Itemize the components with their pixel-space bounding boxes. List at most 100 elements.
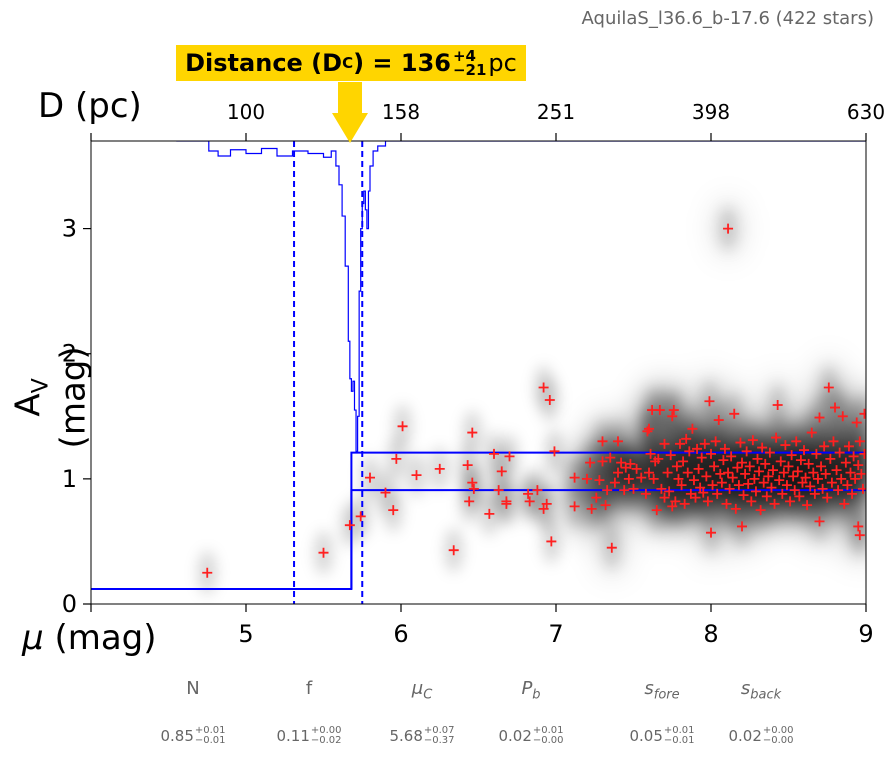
star-marker <box>752 453 763 464</box>
distance-arrow <box>332 82 368 143</box>
param-name: f <box>305 678 313 699</box>
star-marker <box>763 471 774 482</box>
star-marker <box>735 437 746 448</box>
star-marker <box>676 480 687 491</box>
param-value: 0.02 +0.00 −0.00 <box>706 726 816 746</box>
star-marker <box>467 477 478 488</box>
star-marker <box>848 451 859 462</box>
star-marker <box>704 396 715 407</box>
star-marker <box>831 465 842 476</box>
star-marker <box>625 458 636 469</box>
callout-errors: +4 −21 <box>452 47 486 78</box>
param-errors: +0.01 −0.00 <box>533 726 564 746</box>
param-plus: +0.01 <box>194 725 226 736</box>
star-marker <box>775 456 786 467</box>
star-marker <box>613 436 623 447</box>
star-marker <box>857 483 866 494</box>
star-marker <box>585 457 596 468</box>
star-marker <box>692 443 703 454</box>
star-marker <box>816 461 827 472</box>
star-marker <box>654 405 665 416</box>
star-marker <box>678 456 689 467</box>
callout-unit: pc <box>488 49 517 77</box>
star-marker <box>380 487 391 498</box>
star-marker <box>582 473 592 484</box>
star-marker <box>747 435 758 446</box>
star-marker <box>727 472 738 483</box>
star-marker <box>737 521 747 532</box>
star-markers <box>202 223 866 578</box>
star-marker <box>847 488 858 499</box>
star-marker <box>645 448 656 459</box>
star-marker <box>750 486 761 497</box>
star-marker <box>729 408 740 419</box>
star-marker <box>462 460 473 471</box>
star-marker <box>723 223 734 234</box>
star-marker <box>667 501 678 512</box>
star-marker <box>811 448 822 459</box>
star-marker <box>783 461 794 472</box>
param-subscript: back <box>750 687 782 703</box>
param-symbol: μ <box>411 678 424 699</box>
top-tick-label: 251 <box>537 100 575 124</box>
star-marker <box>795 455 806 466</box>
star-marker <box>761 491 772 502</box>
star-marker <box>504 451 515 462</box>
star-marker <box>826 477 837 488</box>
star-marker <box>799 445 809 456</box>
distance-callout: Distance (D C) = 136 +4 −21 pc <box>176 45 526 81</box>
star-marker <box>768 465 778 476</box>
star-marker <box>764 447 775 458</box>
param-errors: +0.07 −0.37 <box>424 726 455 746</box>
star-marker <box>792 466 803 477</box>
star-marker <box>391 453 402 464</box>
star-marker <box>812 473 823 484</box>
star-marker <box>840 457 851 468</box>
star-marker <box>464 496 475 507</box>
star-marker <box>785 496 796 507</box>
star-marker <box>594 475 605 486</box>
star-marker <box>631 463 642 474</box>
y-tick-label: 2 <box>62 340 77 368</box>
star-marker <box>202 567 213 578</box>
star-marker <box>681 433 692 444</box>
star-marker <box>662 467 673 478</box>
y-tick-label: 0 <box>62 590 77 618</box>
star-marker <box>732 462 743 473</box>
callout-sub: C <box>342 54 354 72</box>
star-marker <box>814 516 825 527</box>
star-marker <box>733 480 744 491</box>
star-marker <box>713 415 724 426</box>
star-marker <box>484 508 495 519</box>
star-marker <box>809 488 820 499</box>
x-tick-label: 9 <box>858 620 873 648</box>
star-marker <box>851 417 862 428</box>
star-marker <box>493 485 504 496</box>
star-marker <box>605 452 616 463</box>
param-plus: +0.01 <box>663 725 695 736</box>
star-marker <box>850 473 861 484</box>
star-marker <box>468 483 479 494</box>
star-marker <box>597 436 608 447</box>
star-marker <box>707 480 718 491</box>
star-marker <box>701 471 712 482</box>
star-marker <box>834 447 845 458</box>
top-tick-label: 100 <box>227 100 265 124</box>
star-marker <box>541 498 552 509</box>
callout-plus: +4 <box>452 47 476 65</box>
param-minus: −0.01 <box>663 735 695 746</box>
posterior-histogram <box>176 141 866 452</box>
star-marker <box>397 421 408 432</box>
star-marker <box>843 441 854 452</box>
star-marker <box>448 545 459 556</box>
param-name: μC <box>367 678 477 703</box>
star-marker <box>344 520 355 531</box>
star-marker <box>854 530 865 541</box>
star-marker <box>820 468 831 479</box>
star-marker <box>659 492 670 503</box>
star-marker <box>837 411 848 422</box>
x-tick-label: 5 <box>238 620 253 648</box>
star-marker <box>789 485 800 496</box>
star-marker <box>817 483 828 494</box>
star-marker <box>777 488 788 499</box>
